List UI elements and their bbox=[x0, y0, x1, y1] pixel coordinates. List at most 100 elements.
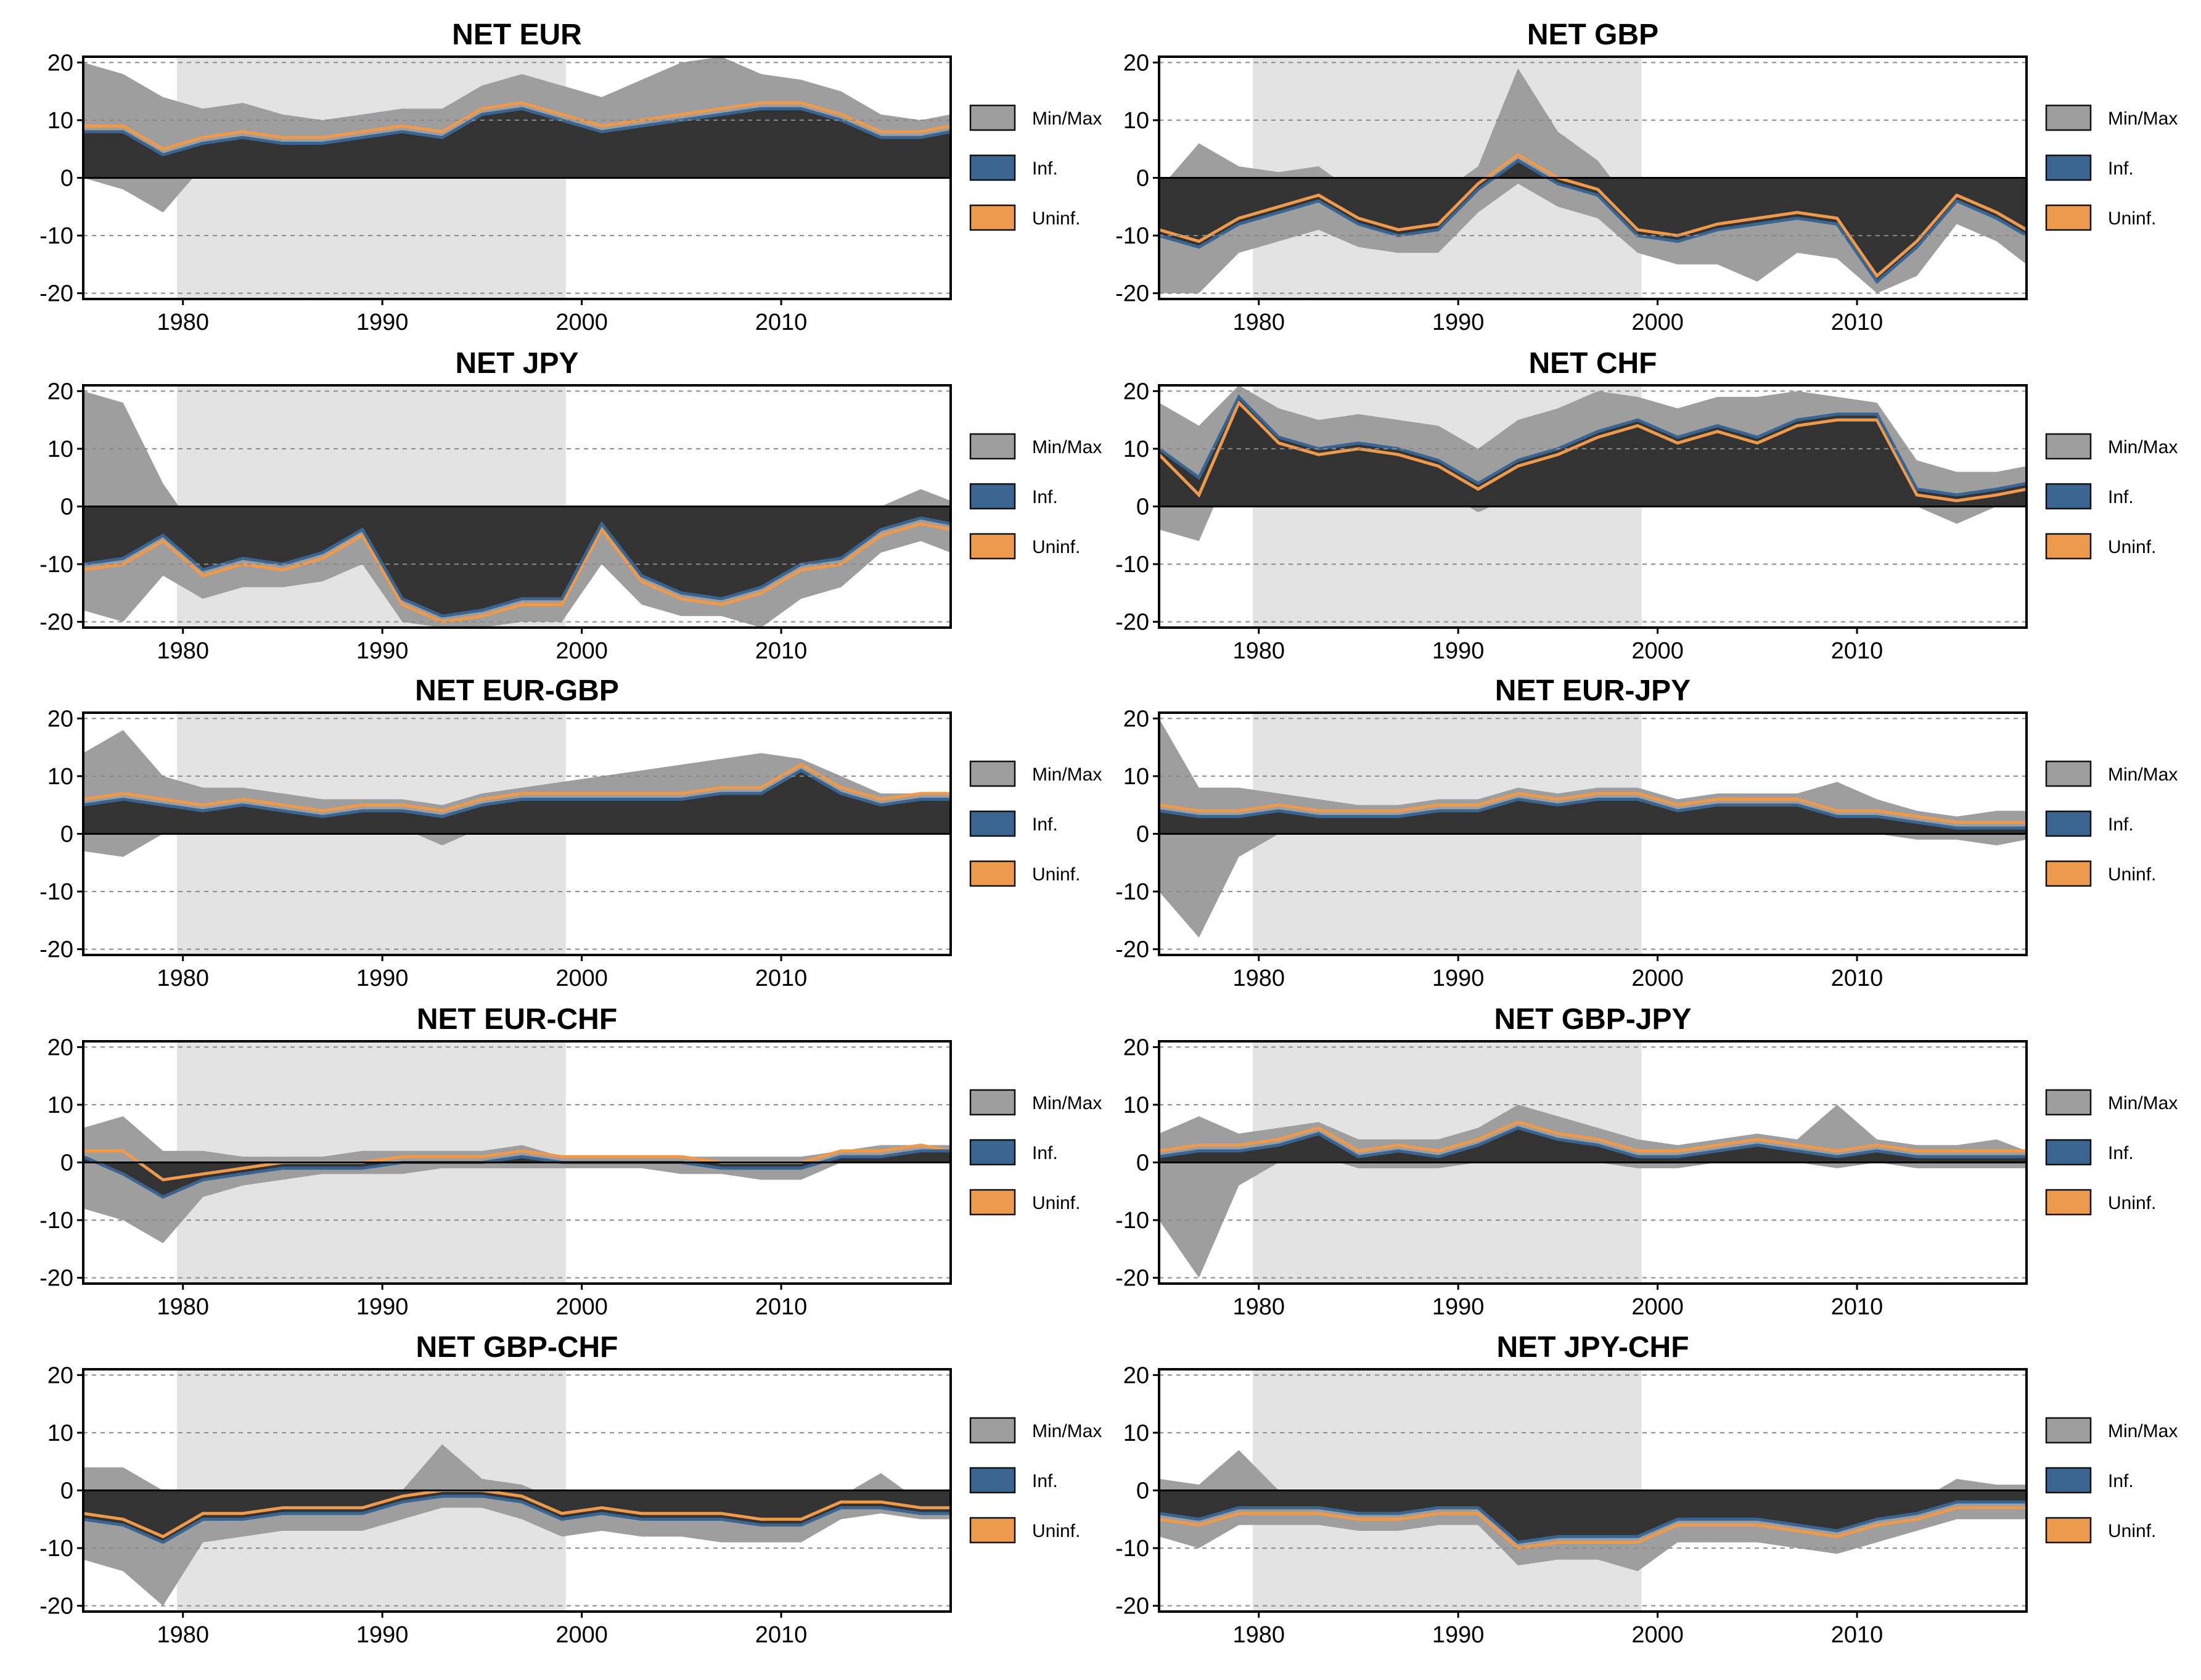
legend-swatch bbox=[2045, 1189, 2092, 1216]
y-tick-label: 10 bbox=[47, 1092, 73, 1118]
legend-label: Uninf. bbox=[2108, 537, 2156, 557]
x-tick-label: 2010 bbox=[1831, 309, 1883, 335]
legend-swatch bbox=[2045, 433, 2092, 460]
legend-label: Min/Max bbox=[2108, 1421, 2178, 1441]
y-tick-label: -20 bbox=[1115, 1266, 1149, 1292]
inf-line bbox=[1159, 1126, 2027, 1158]
legend-swatch bbox=[969, 433, 1016, 460]
panel-title: NET EUR-CHF bbox=[417, 1003, 617, 1036]
legend-label: Min/Max bbox=[2108, 437, 2178, 457]
x-tick-label: 2010 bbox=[1831, 965, 1883, 991]
inf-line bbox=[83, 1494, 951, 1544]
panel-title: NET JPY bbox=[455, 347, 578, 380]
legend-swatch bbox=[2045, 104, 2092, 131]
legend-inf: Inf. bbox=[2045, 483, 2134, 510]
uninf-line bbox=[1159, 153, 2027, 279]
legend-minmax: Min/Max bbox=[969, 760, 1102, 787]
legend-uninf: Uninf. bbox=[969, 533, 1080, 560]
y-tick-label: -10 bbox=[39, 223, 73, 249]
y-tick-label: -10 bbox=[1115, 223, 1149, 249]
y-tick-label: -10 bbox=[39, 552, 73, 578]
y-tick-label: -20 bbox=[39, 1594, 73, 1620]
panel-title: NET EUR-GBP bbox=[415, 674, 619, 707]
legend-swatch bbox=[969, 1189, 1016, 1216]
net-area bbox=[1159, 1490, 2027, 1543]
legend-label: Uninf. bbox=[1032, 1521, 1080, 1541]
x-tick-label: 2010 bbox=[755, 1294, 808, 1320]
legend-minmax: Min/Max bbox=[2045, 104, 2178, 131]
uninf-line bbox=[83, 763, 951, 813]
legend-uninf: Uninf. bbox=[969, 204, 1080, 231]
legend-swatch bbox=[969, 1089, 1016, 1116]
legend-inf: Inf. bbox=[2045, 1139, 2134, 1166]
panel-title: NET GBP-CHF bbox=[416, 1331, 618, 1364]
x-tick-label: 1990 bbox=[356, 1622, 409, 1648]
legend-swatch bbox=[2045, 1089, 2092, 1116]
panel-title: NET EUR bbox=[452, 18, 582, 51]
x-tick-label: 2000 bbox=[1631, 1294, 1684, 1320]
x-tick-label: 2010 bbox=[1831, 638, 1883, 664]
legend-label: Inf. bbox=[2108, 158, 2134, 179]
legend-inf: Inf. bbox=[969, 1139, 1058, 1166]
y-tick-label: -10 bbox=[1115, 1536, 1149, 1562]
legend-swatch bbox=[969, 1517, 1016, 1544]
x-tick-label: 1980 bbox=[1232, 965, 1285, 991]
x-tick-label: 1980 bbox=[1232, 1622, 1285, 1648]
legend-uninf: Uninf. bbox=[2045, 204, 2156, 231]
legend-uninf: Uninf. bbox=[969, 1517, 1080, 1544]
legend-uninf: Uninf. bbox=[969, 1189, 1080, 1216]
y-tick-label: 10 bbox=[47, 764, 73, 790]
legend-uninf: Uninf. bbox=[2045, 1189, 2156, 1216]
y-tick-label: 20 bbox=[1123, 50, 1149, 76]
uninf-line bbox=[1159, 1120, 2027, 1153]
x-tick-label: 2000 bbox=[1631, 309, 1684, 335]
net-area bbox=[1159, 160, 2027, 282]
uninf-line bbox=[83, 1489, 951, 1539]
y-tick-label: 10 bbox=[1123, 1420, 1149, 1446]
legend-swatch bbox=[2045, 860, 2092, 887]
panel-title: NET GBP-JPY bbox=[1494, 1003, 1691, 1036]
x-tick-label: 2000 bbox=[555, 1294, 608, 1320]
legend-label: Inf. bbox=[1032, 1471, 1058, 1491]
inf-line bbox=[1159, 158, 2027, 284]
x-tick-label: 2000 bbox=[555, 309, 608, 335]
legend-label: Inf. bbox=[1032, 487, 1058, 507]
y-tick-label: -10 bbox=[39, 1536, 73, 1562]
y-tick-label: -10 bbox=[1115, 879, 1149, 905]
legend-swatch bbox=[2045, 1417, 2092, 1444]
y-tick-label: 20 bbox=[1123, 706, 1149, 732]
legend-label: Min/Max bbox=[1032, 1093, 1102, 1113]
x-tick-label: 2010 bbox=[755, 309, 808, 335]
legend-uninf: Uninf. bbox=[2045, 1517, 2156, 1544]
legend-uninf: Uninf. bbox=[2045, 533, 2156, 560]
y-tick-label: 0 bbox=[60, 822, 73, 848]
uninf-line bbox=[1159, 400, 2027, 502]
legend-swatch bbox=[2045, 1467, 2092, 1494]
legend-swatch bbox=[2045, 1517, 2092, 1544]
legend-swatch bbox=[969, 483, 1016, 510]
y-tick-label: -20 bbox=[39, 937, 73, 963]
x-tick-label: 1990 bbox=[356, 965, 409, 991]
legend-label: Uninf. bbox=[1032, 864, 1080, 885]
inf-line bbox=[83, 768, 951, 818]
legend-swatch bbox=[2045, 533, 2092, 560]
y-tick-label: 20 bbox=[47, 1362, 73, 1388]
y-tick-label: 0 bbox=[1136, 166, 1149, 192]
legend-minmax: Min/Max bbox=[969, 1089, 1102, 1116]
legend-label: Min/Max bbox=[1032, 1421, 1102, 1441]
legend-label: Inf. bbox=[2108, 1143, 2134, 1163]
y-tick-label: -20 bbox=[1115, 937, 1149, 963]
min-max-band bbox=[83, 391, 951, 628]
min-max-band bbox=[83, 57, 951, 213]
legend-label: Uninf. bbox=[2108, 1521, 2156, 1541]
x-tick-label: 1980 bbox=[157, 965, 209, 991]
legend-swatch bbox=[969, 154, 1016, 181]
panel-title: NET EUR-JPY bbox=[1495, 674, 1691, 707]
legend-minmax: Min/Max bbox=[969, 104, 1102, 131]
legend-inf: Inf. bbox=[969, 810, 1058, 837]
